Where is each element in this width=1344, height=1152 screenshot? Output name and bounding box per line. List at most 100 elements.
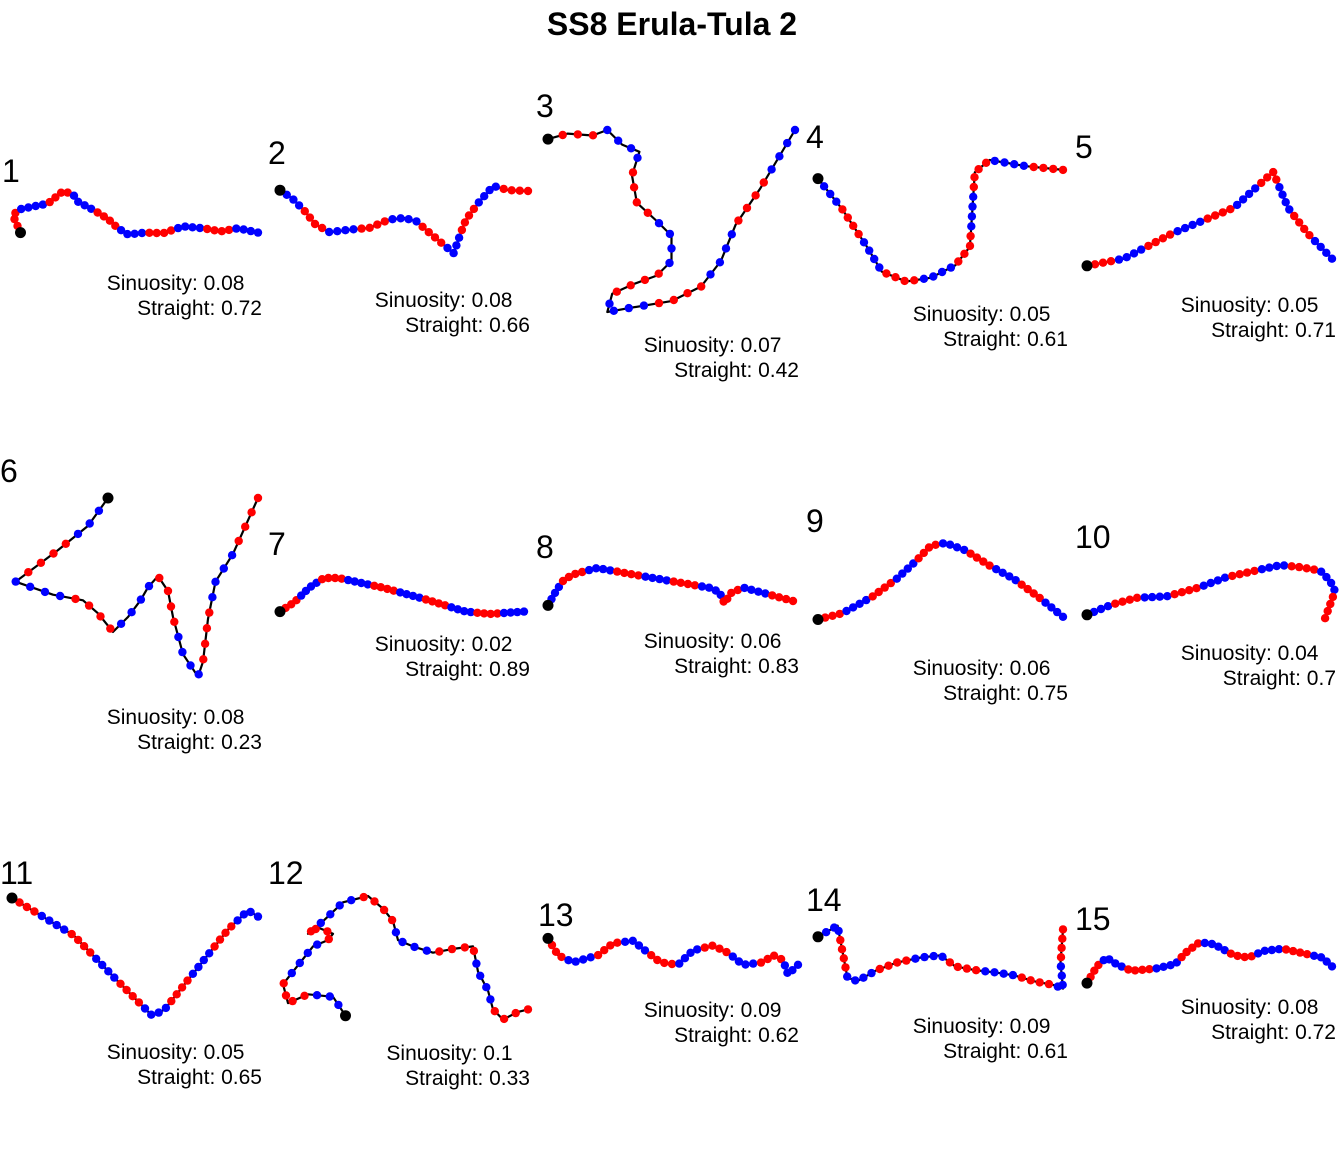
track-point xyxy=(1056,962,1066,971)
track-point xyxy=(145,228,154,237)
track-point xyxy=(147,1010,156,1019)
track-point xyxy=(763,954,772,964)
track-point xyxy=(93,208,102,217)
track-point xyxy=(1017,580,1026,589)
track-point xyxy=(134,998,144,1007)
track-point xyxy=(783,138,792,148)
track-point xyxy=(953,962,962,972)
track-point xyxy=(24,203,33,212)
track-point xyxy=(1305,231,1314,240)
track-point xyxy=(946,263,956,272)
track-point xyxy=(776,954,786,964)
track-point xyxy=(472,959,481,968)
track-point xyxy=(316,918,325,928)
track-point xyxy=(330,573,340,583)
track-start-point xyxy=(102,492,114,504)
track-point xyxy=(981,158,991,167)
track-point xyxy=(485,185,494,195)
track-point xyxy=(1008,970,1018,980)
track-start-point xyxy=(274,184,286,196)
track-point xyxy=(424,228,433,237)
track-point xyxy=(344,575,353,585)
track-point xyxy=(476,971,485,980)
panel-label: 9 xyxy=(806,503,824,539)
track-point xyxy=(551,947,561,956)
track-point xyxy=(506,608,515,617)
track-point xyxy=(834,926,843,936)
track-point xyxy=(1295,218,1304,227)
sinuosity-label: Sinuosity: 0.08 xyxy=(107,272,262,295)
track-point xyxy=(628,936,637,945)
track-point xyxy=(675,959,684,968)
track-point xyxy=(1200,938,1210,948)
track-point xyxy=(281,991,291,1000)
track-point xyxy=(211,577,220,586)
track-point xyxy=(775,152,784,161)
track-point xyxy=(759,178,768,187)
straightness-label: Straight: 0.23 xyxy=(137,731,262,754)
track-point xyxy=(960,249,969,258)
track-point xyxy=(110,973,119,982)
track-point xyxy=(452,241,461,250)
track-point xyxy=(350,577,359,586)
track-start-point xyxy=(1081,977,1093,989)
track-point xyxy=(410,942,419,952)
track-point xyxy=(123,229,132,239)
track-point xyxy=(1058,980,1067,990)
track-point xyxy=(137,228,147,238)
track-point xyxy=(647,951,656,960)
track-panel-15: 15 Sinuosity: 0.08 Straight: 0.72 xyxy=(1075,901,1337,1044)
track-line xyxy=(817,158,1064,283)
track-point xyxy=(49,549,58,558)
track-panel-9: 9 Sinuosity: 0.06 Straight: 0.75 xyxy=(806,503,1068,705)
panel-label: 15 xyxy=(1075,901,1111,937)
track-point xyxy=(990,156,999,166)
track-point xyxy=(842,606,851,616)
track-point xyxy=(931,540,940,549)
track-point xyxy=(402,590,411,599)
panel-label: 14 xyxy=(806,882,842,918)
track-point xyxy=(669,577,678,586)
track-point xyxy=(903,564,912,573)
track-point xyxy=(1250,566,1259,576)
track-point xyxy=(1267,945,1277,955)
track-point xyxy=(586,953,595,962)
track-point xyxy=(486,995,495,1004)
track-point xyxy=(1041,598,1050,607)
track-point xyxy=(564,956,573,965)
straightness-label: Straight: 0.75 xyxy=(943,682,1068,705)
track-point xyxy=(588,131,598,140)
track-point xyxy=(454,233,464,242)
track-point xyxy=(859,973,868,982)
track-point xyxy=(398,937,407,947)
track-point xyxy=(349,225,358,234)
track-point xyxy=(172,990,181,999)
track-point xyxy=(821,928,831,937)
track-point xyxy=(1057,943,1066,953)
track-point xyxy=(116,979,125,988)
track-point xyxy=(992,565,1001,574)
track-point xyxy=(38,200,48,209)
track-point xyxy=(1232,200,1242,210)
track-point xyxy=(837,945,847,954)
track-point xyxy=(1257,178,1266,188)
track-start-point xyxy=(812,614,824,625)
track-point xyxy=(519,607,529,616)
track-point xyxy=(862,595,871,605)
track-point xyxy=(1019,161,1029,170)
track-point xyxy=(289,195,298,204)
track-point xyxy=(1145,965,1154,974)
track-point xyxy=(155,573,164,583)
track-point xyxy=(253,493,263,503)
track-point xyxy=(1182,947,1191,957)
track-point xyxy=(1125,595,1135,604)
track-point xyxy=(874,587,883,597)
track-point xyxy=(523,1005,533,1014)
sinuosity-label: Sinuosity: 0.05 xyxy=(107,1041,262,1064)
track-point xyxy=(1302,950,1312,959)
track-point xyxy=(460,943,469,952)
track-point xyxy=(493,609,502,618)
track-point xyxy=(793,960,803,969)
track-point xyxy=(300,207,309,216)
track-point xyxy=(482,983,491,992)
